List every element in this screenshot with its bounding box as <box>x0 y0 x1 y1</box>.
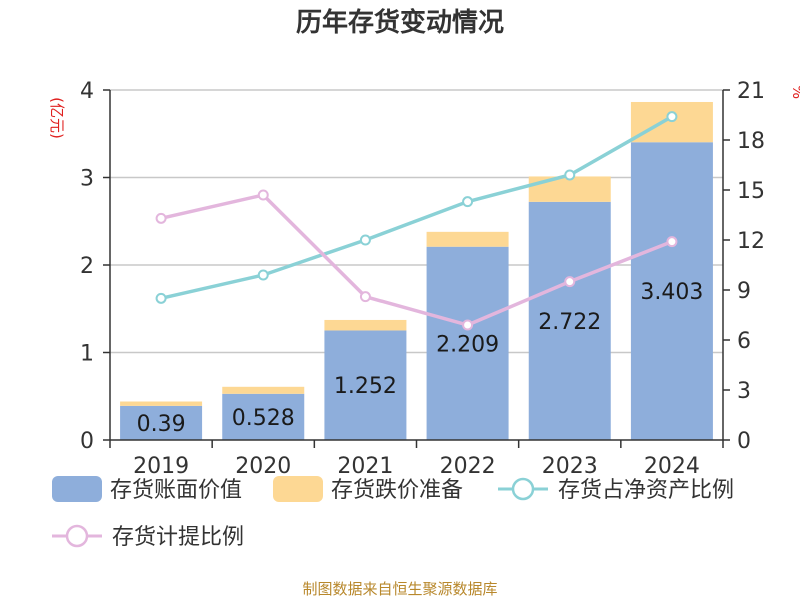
line-inventory-net-asset-ratio <box>160 115 673 301</box>
line-point <box>155 212 167 224</box>
legend-item: 存货账面价值 <box>52 476 242 503</box>
line-point <box>257 269 269 281</box>
x-tick-label: 2020 <box>235 454 291 479</box>
left-tick-label: 3 <box>80 167 94 192</box>
right-tick-label: 9 <box>737 279 751 304</box>
bar-value-label: 2.722 <box>538 310 601 335</box>
line-point <box>359 234 371 246</box>
line-point <box>257 189 269 201</box>
legend-label: 存货占净资产比例 <box>558 478 734 503</box>
data-labels: 0.39 0.528 1.252 2.209 2.722 3.403 <box>137 280 704 437</box>
bar-value-label: 3.403 <box>640 280 703 305</box>
line-point <box>359 291 371 303</box>
bar-book-value <box>324 330 407 440</box>
legend-label: 存货跌价准备 <box>331 478 463 503</box>
bar-impairment-reserve <box>120 401 203 406</box>
line-point <box>155 292 167 304</box>
x-tick-label: 2024 <box>644 454 700 479</box>
legend-label: 存货账面价值 <box>110 478 242 503</box>
legend-swatch <box>273 476 323 502</box>
chart-title: 历年存货变动情况 <box>295 8 504 38</box>
legend-swatch <box>52 476 102 502</box>
legend-item: 存货占净资产比例 <box>498 477 734 503</box>
line-provision-ratio <box>160 193 673 327</box>
left-tick-label: 1 <box>80 342 94 367</box>
right-tick-label: 12 <box>737 229 765 254</box>
bar-book-value <box>222 393 305 440</box>
gridlines <box>110 89 723 354</box>
line-point <box>666 111 678 123</box>
line-point <box>666 236 678 248</box>
left-tick-label: 0 <box>80 429 94 454</box>
left-tick-label: 2 <box>80 254 94 279</box>
x-tick-label: 2023 <box>542 454 598 479</box>
bar-book-value <box>120 405 203 440</box>
right-tick-label: 6 <box>737 329 751 354</box>
left-axis-unit: (亿元) <box>48 97 66 139</box>
bar-value-label: 0.528 <box>232 406 295 431</box>
bar-impairment-reserve <box>324 319 407 331</box>
bar-value-label: 2.209 <box>436 332 499 357</box>
right-axis-unit: % <box>789 85 800 99</box>
bar-book-value <box>426 246 509 440</box>
legend-marker <box>65 524 89 548</box>
right-tick-label: 18 <box>737 129 765 154</box>
bar-impairment-reserve <box>222 386 305 394</box>
bar-value-label: 1.252 <box>334 374 397 399</box>
source-note: 制图数据来自恒生聚源数据库 <box>302 580 498 598</box>
legend-item: 存货跌价准备 <box>273 476 463 503</box>
line-point <box>462 196 474 208</box>
bar-value-label: 0.39 <box>137 412 186 437</box>
legend-marker <box>511 477 535 501</box>
right-tick-label: 0 <box>737 429 751 454</box>
x-tick-label: 2021 <box>337 454 393 479</box>
bar-book-value <box>528 201 611 440</box>
line-point <box>462 319 474 331</box>
x-tick-label: 2019 <box>133 454 189 479</box>
right-tick-label: 21 <box>737 79 765 104</box>
bar-group <box>120 101 713 441</box>
line-point <box>564 276 576 288</box>
line-group <box>155 111 678 331</box>
legend-item: 存货计提比例 <box>52 524 244 550</box>
right-tick-label: 3 <box>737 379 751 404</box>
legend-label: 存货计提比例 <box>112 525 244 550</box>
bar-impairment-reserve <box>426 231 509 247</box>
x-tick-label: 2022 <box>440 454 496 479</box>
bar-book-value <box>630 142 713 441</box>
left-tick-label: 4 <box>80 79 94 104</box>
line-point <box>564 169 576 181</box>
right-tick-label: 15 <box>737 179 765 204</box>
